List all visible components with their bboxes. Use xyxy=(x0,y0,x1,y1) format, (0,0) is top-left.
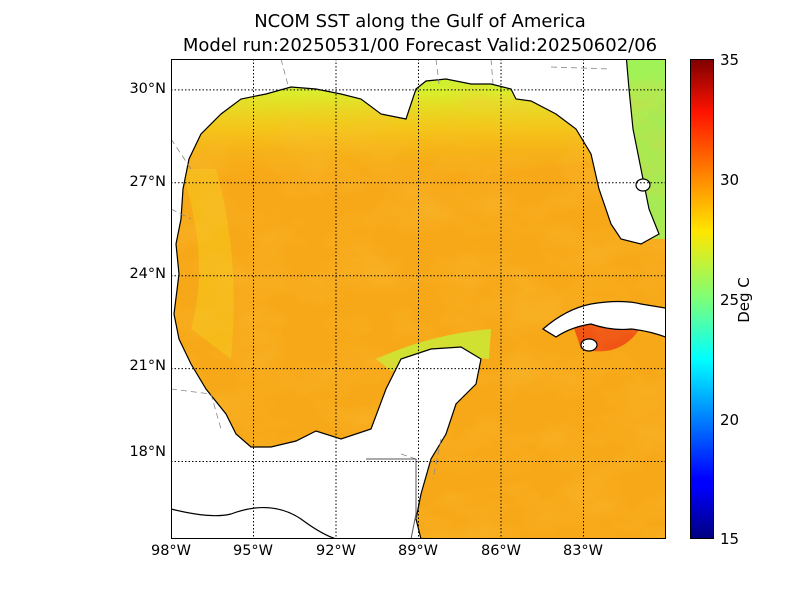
sst-map xyxy=(171,59,666,539)
cuba-island xyxy=(541,300,666,338)
colorbar xyxy=(690,59,714,539)
lake-okeechobee xyxy=(635,178,651,192)
colorbar-tick-25: 25 xyxy=(720,291,740,309)
us-mexico-landmass xyxy=(171,59,660,539)
lat-label-24n: 24°N xyxy=(129,266,166,282)
lat-label-18n: 18°N xyxy=(129,444,166,460)
lon-label-83w: 83°W xyxy=(562,543,604,559)
isle-of-youth xyxy=(580,338,598,352)
colorbar-tick-15: 15 xyxy=(720,530,740,548)
lat-label-27n: 27°N xyxy=(129,174,166,190)
lon-label-92w: 92°W xyxy=(315,543,357,559)
central-america-border xyxy=(366,458,417,539)
colorbar-tick-35: 35 xyxy=(720,51,740,69)
lat-label-21n: 21°N xyxy=(129,358,166,374)
lon-label-98w: 98°W xyxy=(150,543,192,559)
lon-label-89w: 89°W xyxy=(397,543,439,559)
map-title: NCOM SST along the Gulf of America xyxy=(254,11,586,32)
lon-label-86w: 86°W xyxy=(480,543,522,559)
colorbar-label: Deg C xyxy=(735,277,753,323)
lon-label-95w: 95°W xyxy=(232,543,274,559)
colorbar-tick-30: 30 xyxy=(720,171,740,189)
colorbar-tick-20: 20 xyxy=(720,411,740,429)
map-subtitle: Model run:20250531/00 Forecast Valid:202… xyxy=(182,35,658,56)
map-border xyxy=(171,59,666,539)
graticule xyxy=(171,59,666,539)
lat-label-30n: 30°N xyxy=(129,81,166,97)
pacific-coast xyxy=(171,506,337,539)
land xyxy=(171,59,666,539)
